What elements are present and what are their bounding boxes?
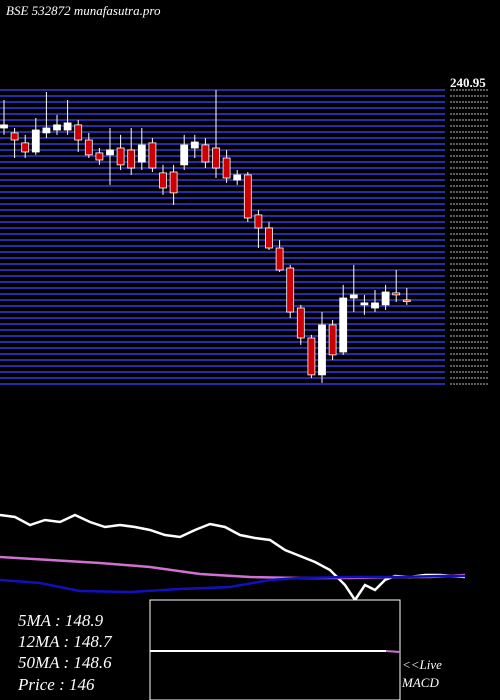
candle-body (349, 294, 358, 299)
candle-body (159, 172, 167, 189)
candle-body (328, 324, 337, 356)
indicator-line (0, 574, 465, 594)
price-label: 240.95 (450, 75, 486, 90)
candle-body (402, 299, 411, 302)
candle-body (137, 144, 146, 163)
candle-body (95, 152, 104, 161)
candle-body (127, 149, 136, 169)
macd-live: <<Live (402, 657, 442, 672)
price-grid (0, 89, 488, 385)
candle-body (212, 147, 220, 169)
chart-title: BSE 532872 munafasutra.pro (6, 3, 161, 18)
candle-body (286, 267, 295, 313)
candle-body (0, 124, 8, 129)
candle-body (381, 291, 390, 306)
candle-body (201, 144, 210, 163)
candle-body (180, 144, 189, 166)
candle-body (307, 337, 316, 376)
macd-signal (385, 650, 401, 653)
macd-label: MACD (401, 675, 439, 690)
candle-body (371, 302, 379, 309)
candle-body (360, 302, 369, 306)
candle-body (222, 157, 231, 179)
stat-label: 50MA : 148.6 (18, 653, 112, 672)
candle-body (275, 247, 284, 271)
candle-body (243, 174, 252, 219)
candle-body (21, 142, 30, 153)
stat-label: Price : 146 (17, 675, 95, 694)
stat-label: 5MA : 148.9 (18, 611, 104, 630)
candle-body (190, 141, 199, 149)
indicator-line (0, 513, 466, 603)
candle-body (106, 149, 114, 156)
candle-body (42, 127, 51, 134)
candle-body (31, 129, 40, 153)
candle-body (84, 139, 93, 156)
candle-body (233, 174, 242, 181)
candle-body (318, 324, 326, 376)
candle-body (10, 132, 19, 141)
candle-body (148, 142, 157, 169)
candle-body (169, 171, 178, 194)
candle-body (392, 292, 401, 296)
candle-body (265, 227, 273, 249)
candle-body (63, 122, 72, 131)
candle-body (296, 307, 305, 339)
stat-label: 12MA : 148.7 (18, 632, 113, 651)
candle-body (116, 147, 125, 166)
candle-body (74, 124, 83, 141)
candle-body (53, 124, 61, 131)
candle-body (339, 297, 348, 353)
candle-body (254, 214, 263, 229)
